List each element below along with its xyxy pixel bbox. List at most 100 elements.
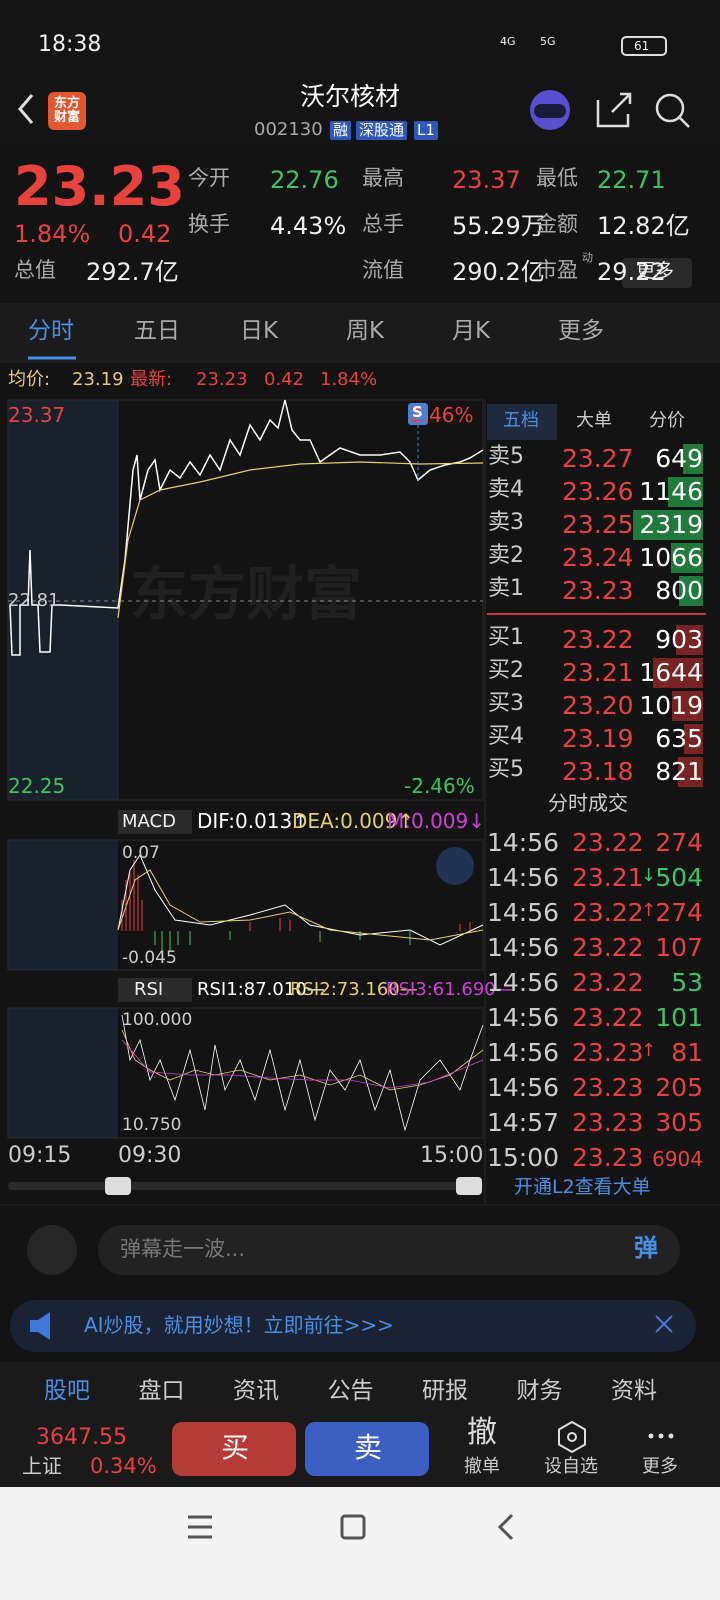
book-label: 买3 xyxy=(488,691,524,716)
trade-price: 23.22 xyxy=(572,1003,644,1032)
trade-time: 14:56 xyxy=(487,968,560,997)
logo-text: 东方财富 xyxy=(53,96,80,125)
action-label[interactable]: 设自选 xyxy=(544,1456,598,1477)
index-name: 上证 xyxy=(22,1454,62,1478)
book-price: 23.24 xyxy=(562,543,634,572)
change: 0.42 xyxy=(118,220,172,248)
chart-tab[interactable]: 日K xyxy=(240,318,279,344)
macd-max: 0.07 xyxy=(122,843,160,863)
latest-value: 23.23 xyxy=(196,369,248,390)
chart-tab[interactable]: 周K xyxy=(346,318,385,344)
comment-input[interactable]: 弹幕走一波... xyxy=(120,1237,246,1261)
time-label: 09:15 xyxy=(8,1143,72,1168)
trade-time: 14:57 xyxy=(487,1108,560,1137)
stat-label: 最高 xyxy=(362,166,404,190)
stat-label: 今开 xyxy=(188,166,230,190)
macd-dif: DIF:0.013↑ xyxy=(197,809,310,833)
book-label: 卖3 xyxy=(488,510,524,535)
battery-level: 61 xyxy=(634,39,650,53)
trade-price: 23.22 xyxy=(572,968,644,997)
book-price: 23.27 xyxy=(562,444,634,473)
book-volume: 1644 xyxy=(639,658,703,687)
trade-volume: 107 xyxy=(655,933,703,962)
book-volume: 903 xyxy=(655,625,703,654)
buy-button[interactable]: 买 xyxy=(221,1431,250,1464)
avg-label: 均价: xyxy=(8,369,51,390)
trade-price: 23.23 xyxy=(572,1038,644,1067)
chart-tab[interactable]: 五日 xyxy=(134,318,180,344)
book-tab[interactable]: 分价 xyxy=(649,410,685,431)
book-volume: 635 xyxy=(655,724,703,753)
trade-time: 14:56 xyxy=(487,1003,560,1032)
bottom-tab[interactable]: 资讯 xyxy=(233,1378,279,1404)
stat-label: 换手 xyxy=(188,212,230,236)
trade-volume: 53 xyxy=(671,968,703,997)
change-pct: 1.84% xyxy=(14,220,91,248)
depth-bar xyxy=(675,625,703,655)
signal-marker: S xyxy=(412,403,423,421)
high-pct-label: 2.46% xyxy=(410,403,474,427)
stat-value: 290.2亿 xyxy=(452,258,545,286)
rsi2: RSI2:73.160— xyxy=(290,979,418,1000)
sell-button[interactable]: 卖 xyxy=(354,1431,383,1464)
book-price: 23.26 xyxy=(562,477,634,506)
chart-tab[interactable]: 月K xyxy=(452,318,491,344)
trade-volume: 274 xyxy=(655,828,703,857)
trade-price: 23.23 xyxy=(572,1143,644,1172)
high-label: 23.37 xyxy=(8,403,66,427)
trade-volume: 101 xyxy=(655,1003,703,1032)
trade-arrow: ↓ xyxy=(641,865,657,886)
watermark: 东方财富 xyxy=(130,560,363,628)
trade-time: 14:56 xyxy=(487,898,560,927)
book-price: 23.21 xyxy=(562,658,634,687)
book-label: 买2 xyxy=(488,658,524,683)
action-label[interactable]: 撤单 xyxy=(464,1456,500,1477)
avg-value: 23.19 xyxy=(72,369,124,390)
action-label[interactable]: 更多 xyxy=(642,1456,678,1477)
danmaku-button[interactable]: 弹 xyxy=(634,1234,658,1262)
more-button[interactable]: 更多 xyxy=(636,260,675,282)
l2-link[interactable]: 开通L2查看大单 xyxy=(514,1176,651,1198)
book-tab[interactable]: 五档 xyxy=(503,410,539,431)
bottom-tab[interactable]: 资料 xyxy=(611,1378,657,1404)
trade-volume: 81 xyxy=(671,1038,703,1067)
chart-tab[interactable]: 分时 xyxy=(28,318,74,344)
book-price: 23.20 xyxy=(562,691,634,720)
stat-value: 22.71 xyxy=(597,166,666,194)
book-tab[interactable]: 大单 xyxy=(576,410,612,431)
trade-price: 23.22 xyxy=(572,933,644,962)
bottom-tab[interactable]: 股吧 xyxy=(44,1378,90,1404)
trade-volume: 6904 xyxy=(652,1147,703,1171)
bottom-tab[interactable]: 盘口 xyxy=(138,1378,185,1404)
latest-change: 0.42 xyxy=(264,369,305,390)
trade-time: 14:56 xyxy=(487,933,560,962)
book-price: 23.18 xyxy=(562,757,634,786)
prev-close-label: 22.81 xyxy=(8,590,60,611)
index-change: 0.34% xyxy=(90,1454,157,1478)
stat-label: 总值 xyxy=(14,258,56,282)
time-label: 09:30 xyxy=(118,1143,182,1168)
trade-arrow: ↑ xyxy=(641,1040,657,1061)
chart-tab[interactable]: 更多 xyxy=(558,318,604,344)
stat-label: 金额 xyxy=(536,212,578,236)
trade-time: 15:00 xyxy=(487,1143,560,1172)
book-price: 23.22 xyxy=(562,625,634,654)
depth-bar xyxy=(683,724,703,754)
bottom-tab[interactable]: 公告 xyxy=(327,1378,374,1404)
stat-value: 12.82亿 xyxy=(597,212,690,240)
book-volume: 1066 xyxy=(639,543,703,572)
macd-min: -0.045 xyxy=(122,948,177,968)
stat-label: 市盈 xyxy=(536,258,578,282)
book-price: 23.19 xyxy=(562,724,634,753)
low-pct-label: -2.46% xyxy=(404,774,475,798)
latest-change-pct: 1.84% xyxy=(320,369,378,390)
cancel-icon: 撤 xyxy=(467,1415,497,1450)
stat-value: 29.22 xyxy=(597,258,666,286)
ad-text[interactable]: AI炒股，就用妙想！立即前往>>> xyxy=(84,1313,394,1337)
bottom-tab[interactable]: 财务 xyxy=(516,1378,563,1404)
depth-bar xyxy=(670,543,703,573)
bottom-tab[interactable]: 研报 xyxy=(422,1378,468,1404)
trade-price: 23.23 xyxy=(572,1108,644,1137)
rsi1: RSI1:87.010— xyxy=(197,979,325,1000)
